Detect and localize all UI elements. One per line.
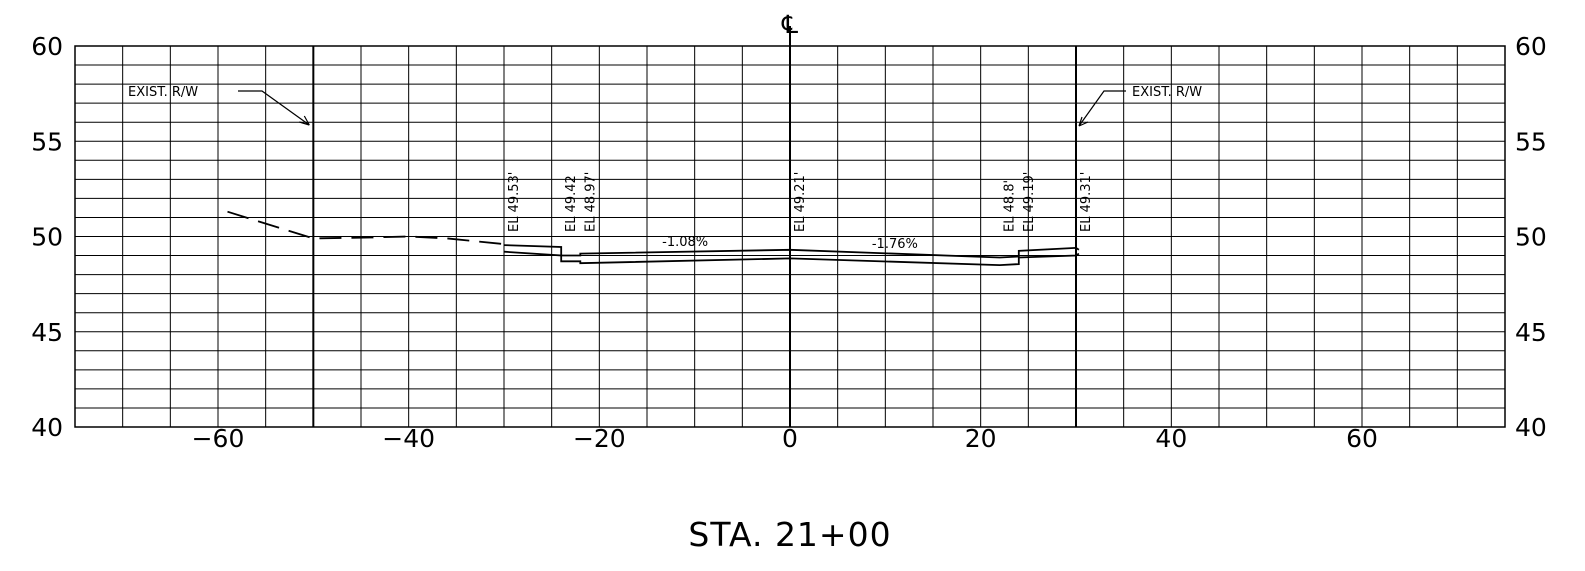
y-tick-label-left: 60	[31, 32, 63, 61]
slope-label: -1.76%	[872, 237, 918, 252]
y-tick-label-right: 50	[1515, 223, 1547, 252]
x-tick-label: −20	[573, 424, 626, 453]
y-tick-label-left: 50	[31, 223, 63, 252]
y-tick-label-left: 45	[31, 318, 63, 347]
elevation-label: EL 49.53'	[507, 172, 522, 232]
x-tick-label: 20	[965, 424, 997, 453]
x-tick-label: −60	[192, 424, 245, 453]
x-tick-label: −40	[382, 424, 435, 453]
y-axis-labels-right: 40 45 50 55 60	[1515, 32, 1547, 442]
x-axis-labels: −60 −40 −20 0 20 40 60	[192, 424, 1378, 453]
row-left-label: EXIST. R/W	[128, 85, 198, 100]
y-tick-label-left: 55	[31, 127, 63, 156]
y-tick-label-right: 45	[1515, 318, 1547, 347]
x-tick-label: 0	[782, 424, 798, 453]
y-tick-label-left: 40	[31, 413, 63, 442]
slope-label: -1.08%	[662, 235, 708, 250]
elevation-label: EL 48.8'	[1003, 180, 1018, 232]
grid	[74, 26, 1506, 428]
elevation-label: EL 49.31'	[1079, 172, 1094, 232]
y-axis-labels-left: 40 45 50 55 60	[31, 32, 63, 442]
x-tick-label: 40	[1155, 424, 1187, 453]
elevation-label: EL 49.19'	[1022, 172, 1037, 232]
row-right-label: EXIST. R/W	[1132, 85, 1202, 100]
plot-frame	[74, 45, 1506, 428]
station-label: STA. 21+00	[688, 515, 891, 554]
existing-ground-line	[227, 210, 505, 245]
proposed-bottom-line	[503, 250, 1080, 267]
proposed-top-line	[503, 244, 1080, 259]
row-left-leader	[238, 90, 310, 126]
elevation-label: EL 49.21'	[793, 172, 808, 232]
elevation-label: EL 48.97'	[583, 172, 598, 232]
y-tick-label-right: 60	[1515, 32, 1547, 61]
x-tick-label: 60	[1346, 424, 1378, 453]
row-right-leader	[1078, 90, 1126, 127]
elevation-label: EL 49.42	[564, 175, 579, 232]
row-left: EXIST. R/W	[128, 85, 310, 126]
elevation-labels: EL 49.53' EL 49.42 EL 48.97' EL 49.21' EL 48…	[507, 172, 1094, 232]
centerline-symbol: ℄	[781, 10, 798, 39]
y-tick-label-right: 40	[1515, 413, 1547, 442]
row-right: EXIST. R/W	[1078, 85, 1202, 127]
y-tick-label-right: 55	[1515, 127, 1547, 156]
slope-labels: -1.08% -1.76%	[662, 235, 918, 252]
